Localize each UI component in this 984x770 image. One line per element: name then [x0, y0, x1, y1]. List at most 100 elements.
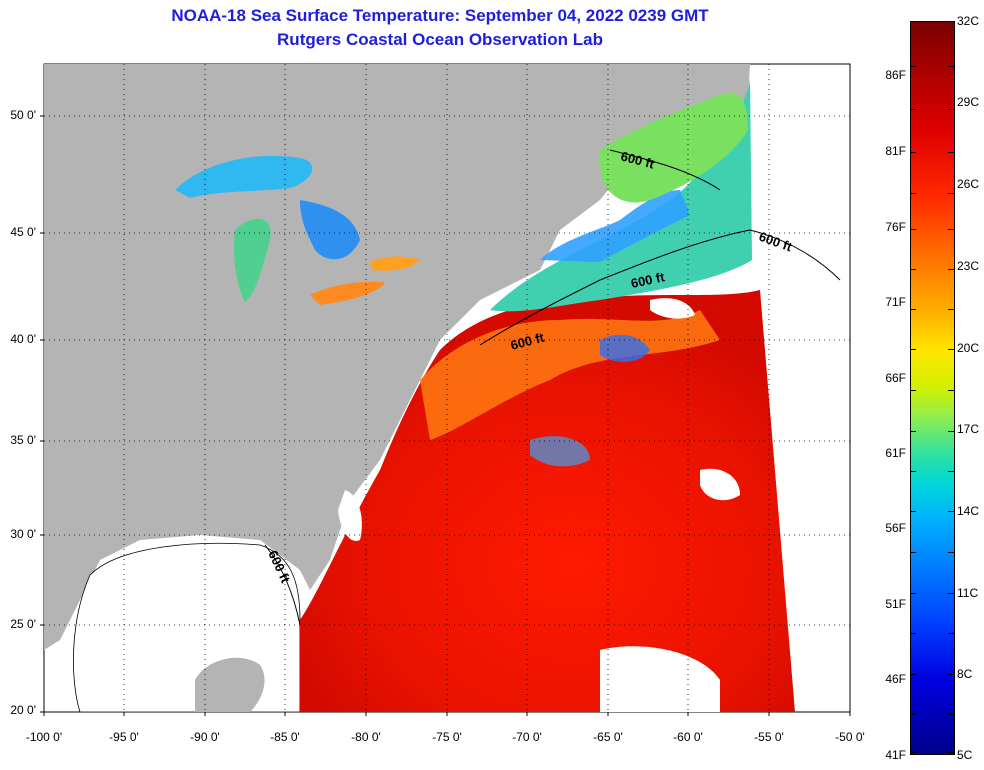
- colorbar-f-label: 61F: [885, 446, 906, 460]
- colorbar-f-label: 56F: [885, 521, 906, 535]
- colorbar-c-label: 20C: [957, 341, 980, 355]
- contour-label: 600 ft: [630, 269, 667, 291]
- colorbar-tick: [948, 552, 954, 553]
- colorbar-tick: [948, 21, 954, 22]
- colorbar-tick: [910, 552, 916, 553]
- colorbar-c-label: 11C: [957, 586, 979, 600]
- map-title: NOAA-18 Sea Surface Temperature: Septemb…: [171, 6, 709, 25]
- lake-erie: [310, 281, 385, 305]
- colorbar-f-label: 51F: [885, 597, 906, 611]
- cloud-gap: [650, 298, 695, 319]
- lon-label: -70 0': [512, 730, 542, 744]
- lon-label: -100 0': [25, 730, 63, 744]
- colorbar-tick: [948, 193, 954, 194]
- colorbar-tick: [948, 229, 954, 230]
- colorbar-tick: [910, 349, 916, 350]
- colorbar-tick: [910, 229, 916, 230]
- colorbar-f-label: 46F: [885, 672, 906, 686]
- sst-cool-eddy: [530, 436, 590, 467]
- land-mass: [44, 64, 750, 650]
- lat-label: 30 0': [10, 527, 36, 541]
- sst-orange-band: [420, 310, 720, 440]
- colorbar-tick: [910, 390, 916, 391]
- sst-cool-shelf: [490, 80, 752, 312]
- colorbar-tick: [948, 593, 954, 594]
- map-subtitle: Rutgers Coastal Ocean Observation Lab: [277, 30, 603, 49]
- colorbar-c-label: 14C: [957, 504, 980, 518]
- contour-600ft: [479, 229, 841, 346]
- colorbar-tick: [910, 66, 916, 67]
- lon-label: -95 0': [109, 730, 139, 744]
- lon-label: -75 0': [432, 730, 462, 744]
- colorbar-tick: [910, 193, 916, 194]
- colorbar-tick: [910, 593, 916, 594]
- colorbar-tick: [910, 674, 916, 675]
- colorbar-tick: [948, 714, 954, 715]
- colorbar-tick: [910, 21, 916, 22]
- colorbar-c-label: 17C: [957, 422, 980, 436]
- sst-cool-eddy: [600, 334, 650, 362]
- lake-huron: [300, 200, 360, 260]
- colorbar-tick: [948, 349, 954, 350]
- sst-st-lawrence: [599, 93, 748, 203]
- lake-ontario: [370, 256, 420, 271]
- cloud-gap: [700, 468, 740, 501]
- lon-label: -60 0': [673, 730, 703, 744]
- contour-600ft: [609, 149, 721, 191]
- lon-label: -80 0': [351, 730, 381, 744]
- lon-label: -90 0': [190, 730, 220, 744]
- colorbar-tick: [948, 511, 954, 512]
- contour-600ft: [264, 544, 301, 626]
- colorbar-tick: [948, 390, 954, 391]
- lake-superior: [175, 155, 313, 198]
- lat-label: 20 0': [10, 703, 36, 717]
- colorbar-f-label: 66F: [885, 371, 906, 385]
- colorbar-tick: [910, 752, 916, 753]
- colorbar-tick: [948, 109, 954, 110]
- gulf-of-mexico: [73, 542, 301, 712]
- colorbar-tick: [910, 511, 916, 512]
- cloud-gap: [338, 490, 362, 541]
- lon-label: -85 0': [270, 730, 300, 744]
- colorbar-tick: [910, 109, 916, 110]
- colorbar-c-label: 8C: [957, 667, 973, 681]
- colorbar-tick: [910, 471, 916, 472]
- graticule: [44, 64, 850, 712]
- colorbar-tick: [910, 633, 916, 634]
- colorbar-c-label: 32C: [957, 14, 980, 28]
- colorbar-tick: [910, 309, 916, 310]
- colorbar-f-label: 71F: [885, 295, 906, 309]
- colorbar-tick: [910, 152, 916, 153]
- colorbar-tick: [948, 66, 954, 67]
- colorbar-tick: [910, 269, 916, 270]
- lon-label: -50 0': [835, 730, 865, 744]
- colorbar-tick: [910, 714, 916, 715]
- lat-label: 35 0': [10, 433, 36, 447]
- lat-label: 45 0': [10, 225, 36, 239]
- lat-label: 40 0': [10, 332, 36, 346]
- colorbar-tick: [948, 269, 954, 270]
- colorbar-tick: [948, 152, 954, 153]
- axis-ticks: [40, 115, 851, 716]
- colorbar-f-label: 81F: [885, 144, 906, 158]
- lon-label: -55 0': [754, 730, 784, 744]
- lat-label: 50 0': [10, 108, 36, 122]
- colorbar-f-label: 76F: [885, 220, 906, 234]
- colorbar-c-label: 29C: [957, 95, 980, 109]
- colorbar-c-label: 23C: [957, 259, 980, 273]
- colorbar-tick: [948, 309, 954, 310]
- colorbar-f-label: 41F: [885, 748, 906, 762]
- lake-michigan: [234, 218, 271, 302]
- lat-label: 25 0': [10, 617, 36, 631]
- lon-label: -65 0': [593, 730, 623, 744]
- colorbar-tick: [910, 431, 916, 432]
- colorbar-tick: [948, 674, 954, 675]
- temperature-colorbar: [910, 21, 955, 755]
- colorbar-tick: [948, 633, 954, 634]
- colorbar-tick: [948, 431, 954, 432]
- colorbar-c-label: 5C: [957, 748, 973, 762]
- colorbar-tick: [948, 471, 954, 472]
- colorbar-c-label: 26C: [957, 177, 980, 191]
- colorbar-tick: [948, 752, 954, 753]
